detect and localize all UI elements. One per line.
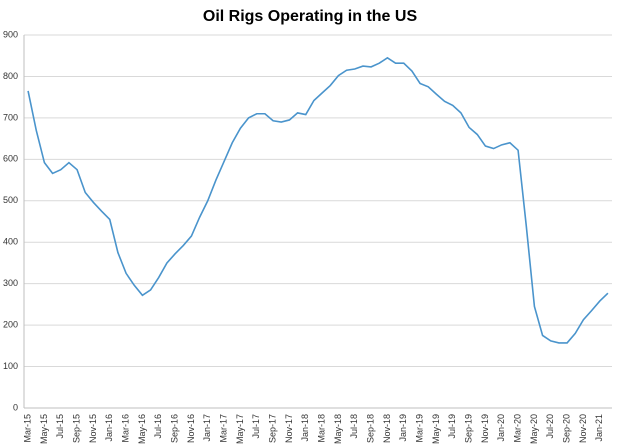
x-tick-label: Nov-19 xyxy=(480,414,490,443)
x-tick-label: Jan-20 xyxy=(496,414,506,442)
x-tick-label: May-18 xyxy=(333,414,343,444)
x-tick-label: May-19 xyxy=(431,414,441,444)
y-tick-label: 700 xyxy=(3,112,18,122)
x-tick-label: Jul-18 xyxy=(349,414,359,439)
x-tick-label: Sep-17 xyxy=(267,414,277,443)
x-tick-label: Jan-18 xyxy=(300,414,310,442)
chart-title: Oil Rigs Operating in the US xyxy=(203,8,418,25)
x-tick-label: Mar-18 xyxy=(316,414,326,443)
y-tick-label: 800 xyxy=(3,71,18,81)
x-tick-label: Jul-20 xyxy=(545,414,555,439)
y-tick-label: 600 xyxy=(3,154,18,164)
x-tick-label: Jul-16 xyxy=(153,414,163,439)
x-tick-label: Jul-15 xyxy=(55,414,65,439)
x-tick-label: Nov-17 xyxy=(284,414,294,443)
x-tick-label: May-20 xyxy=(529,414,539,444)
x-tick-label: Mar-17 xyxy=(218,414,228,443)
x-tick-label: May-15 xyxy=(39,414,49,444)
x-tick-label: Sep-20 xyxy=(561,414,571,443)
x-tick-label: Jan-16 xyxy=(104,414,114,442)
x-tick-label: Nov-20 xyxy=(578,414,588,443)
x-tick-label: Jan-17 xyxy=(202,414,212,442)
y-tick-label: 200 xyxy=(3,319,18,329)
x-tick-label: May-16 xyxy=(137,414,147,444)
y-tick-label: 500 xyxy=(3,195,18,205)
y-tick-label: 900 xyxy=(3,29,18,39)
x-tick-label: Jan-19 xyxy=(398,414,408,442)
x-tick-label: Sep-18 xyxy=(365,414,375,443)
x-tick-label: Mar-19 xyxy=(414,414,424,443)
x-tick-label: Mar-16 xyxy=(120,414,130,443)
y-tick-label: 100 xyxy=(3,361,18,371)
x-tick-label: Nov-18 xyxy=(382,414,392,443)
x-tick-label: Sep-19 xyxy=(463,414,473,443)
x-tick-label: Jul-17 xyxy=(251,414,261,439)
x-tick-label: Jan-21 xyxy=(594,414,604,442)
x-tick-label: Jul-19 xyxy=(447,414,457,439)
x-tick-label: Sep-16 xyxy=(169,414,179,443)
x-tick-label: Nov-16 xyxy=(186,414,196,443)
x-tick-label: Mar-20 xyxy=(512,414,522,443)
y-tick-label: 300 xyxy=(3,278,18,288)
x-tick-label: Mar-15 xyxy=(22,414,32,443)
x-tick-label: May-17 xyxy=(235,414,245,444)
x-tick-label: Nov-15 xyxy=(88,414,98,443)
x-tick-label: Sep-15 xyxy=(71,414,81,443)
line xyxy=(27,56,609,344)
y-tick-label: 0 xyxy=(13,402,18,412)
y-tick-label: 400 xyxy=(3,237,18,247)
